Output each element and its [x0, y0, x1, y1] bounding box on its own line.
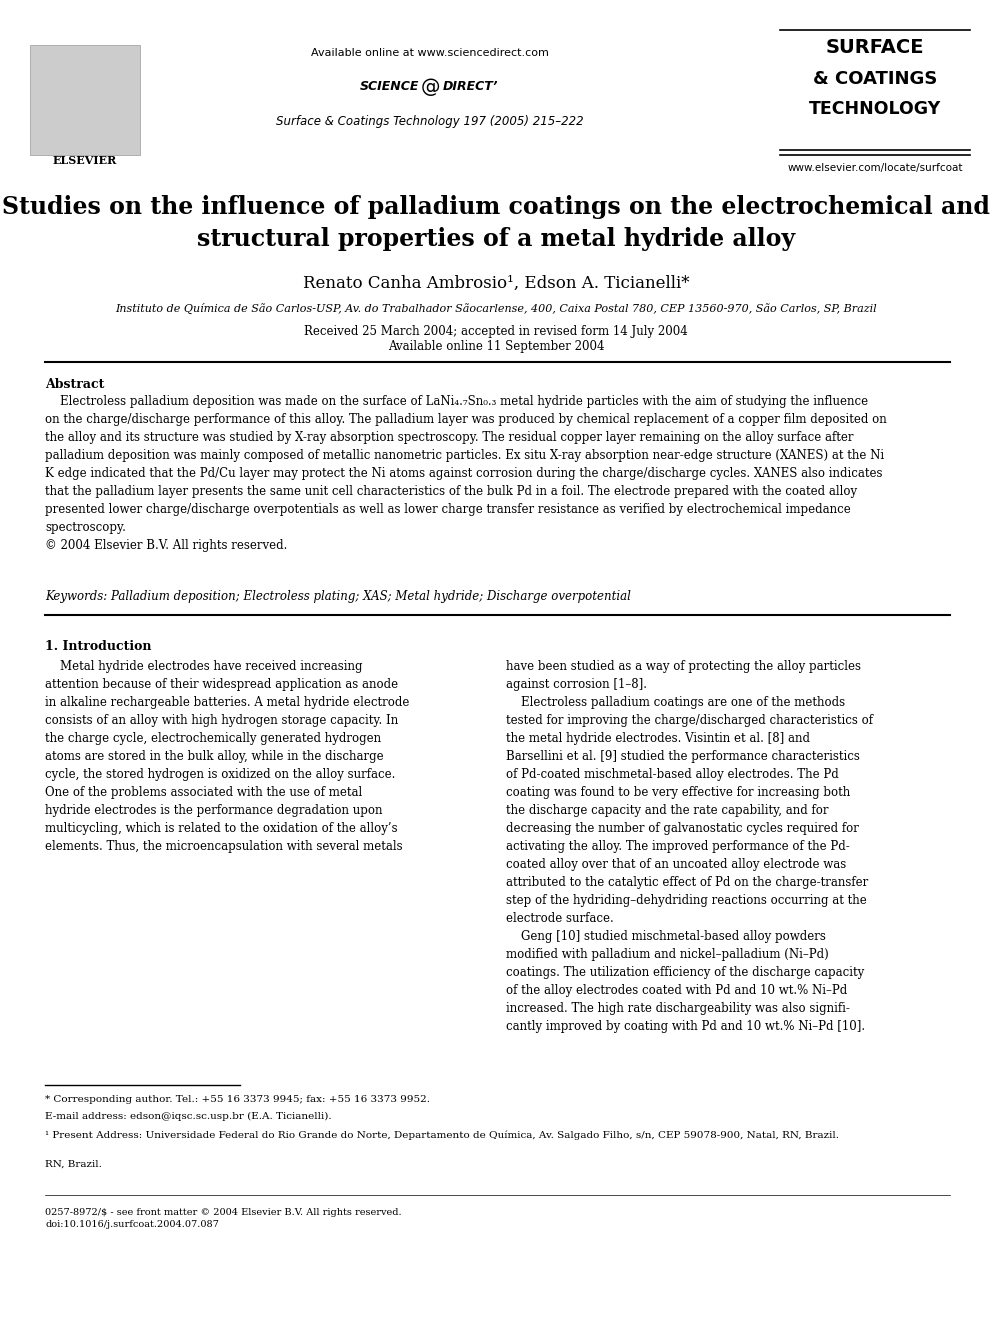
- Text: ELSEVIER: ELSEVIER: [53, 155, 117, 165]
- Text: Received 25 March 2004; accepted in revised form 14 July 2004: Received 25 March 2004; accepted in revi…: [305, 325, 687, 337]
- Text: Abstract: Abstract: [45, 378, 104, 392]
- Text: Renato Canha Ambrosio¹, Edson A. Ticianelli*: Renato Canha Ambrosio¹, Edson A. Ticiane…: [303, 275, 689, 292]
- Text: Keywords: Palladium deposition; Electroless plating; XAS; Metal hydride; Dischar: Keywords: Palladium deposition; Electrol…: [45, 590, 631, 603]
- Text: 1. Introduction: 1. Introduction: [45, 640, 152, 654]
- Text: E-mail address: edson@iqsc.sc.usp.br (E.A. Ticianelli).: E-mail address: edson@iqsc.sc.usp.br (E.…: [45, 1113, 331, 1121]
- Text: SURFACE: SURFACE: [825, 38, 925, 57]
- Text: RN, Brazil.: RN, Brazil.: [45, 1160, 102, 1170]
- Text: Studies on the influence of palladium coatings on the electrochemical and
struct: Studies on the influence of palladium co…: [2, 194, 990, 250]
- Text: Instituto de Química de São Carlos-USP, Av. do Trabalhador Sãocarlense, 400, Cai: Instituto de Química de São Carlos-USP, …: [115, 303, 877, 314]
- Text: DIRECT’: DIRECT’: [442, 79, 498, 93]
- Text: SCIENCE: SCIENCE: [360, 79, 420, 93]
- Text: 0257-8972/$ - see front matter © 2004 Elsevier B.V. All rights reserved.: 0257-8972/$ - see front matter © 2004 El…: [45, 1208, 402, 1217]
- Text: Surface & Coatings Technology 197 (2005) 215–222: Surface & Coatings Technology 197 (2005)…: [276, 115, 584, 128]
- Text: Available online at www.sciencedirect.com: Available online at www.sciencedirect.co…: [311, 48, 549, 58]
- Text: Electroless palladium deposition was made on the surface of LaNi₄.₇Sn₀.₃ metal h: Electroless palladium deposition was mad…: [45, 396, 887, 552]
- Text: TECHNOLOGY: TECHNOLOGY: [808, 101, 941, 118]
- Text: * Corresponding author. Tel.: +55 16 3373 9945; fax: +55 16 3373 9952.: * Corresponding author. Tel.: +55 16 337…: [45, 1095, 430, 1103]
- Text: @: @: [421, 78, 439, 97]
- Text: ¹ Present Address: Universidade Federal do Rio Grande do Norte, Departamento de : ¹ Present Address: Universidade Federal …: [45, 1130, 839, 1139]
- Text: have been studied as a way of protecting the alloy particles
against corrosion [: have been studied as a way of protecting…: [506, 660, 873, 1033]
- Bar: [30, 45, 140, 155]
- Text: doi:10.1016/j.surfcoat.2004.07.087: doi:10.1016/j.surfcoat.2004.07.087: [45, 1220, 219, 1229]
- Text: Available online 11 September 2004: Available online 11 September 2004: [388, 340, 604, 353]
- Text: Metal hydride electrodes have received increasing
attention because of their wid: Metal hydride electrodes have received i…: [45, 660, 410, 853]
- Text: & COATINGS: & COATINGS: [812, 70, 937, 89]
- Text: www.elsevier.com/locate/surfcoat: www.elsevier.com/locate/surfcoat: [788, 163, 963, 173]
